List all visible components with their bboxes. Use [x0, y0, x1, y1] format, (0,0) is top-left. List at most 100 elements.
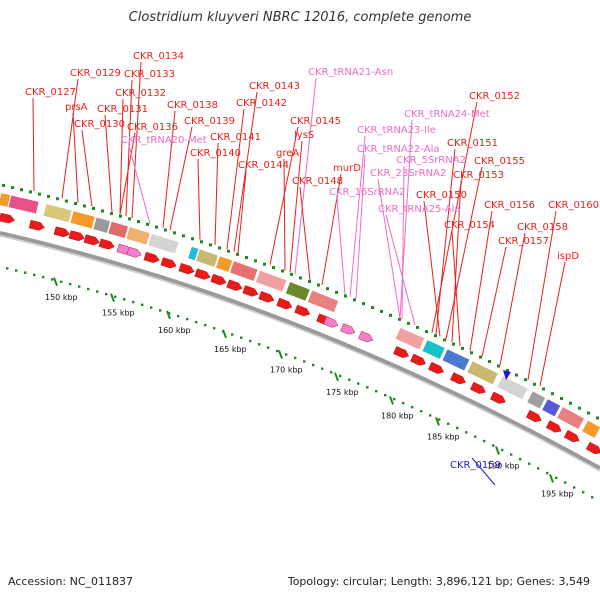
cog-box — [422, 340, 445, 359]
gc-dot — [542, 387, 545, 391]
gene-label[interactable]: CKR_0158 — [517, 222, 568, 233]
gene-label[interactable]: CKR_0138 — [167, 100, 218, 111]
gene-label[interactable]: ispD — [557, 251, 579, 262]
cog-color-track — [0, 193, 600, 438]
gene-label[interactable]: CKR_0129 — [70, 68, 121, 79]
gene-label[interactable]: greA — [276, 148, 299, 159]
gene-label[interactable]: CKR_0127 — [25, 87, 76, 98]
gene-label[interactable]: prsA — [65, 102, 88, 113]
scale-dot — [6, 267, 9, 270]
gene-label[interactable]: CKR_0143 — [249, 81, 300, 92]
gc-dot — [587, 411, 590, 415]
leader-line — [32, 97, 35, 192]
gene-label[interactable]: CKR_0130 — [74, 119, 125, 130]
gc-dot — [65, 199, 68, 203]
scale-dot — [321, 367, 324, 370]
gene-label[interactable]: CKR_0133 — [124, 69, 175, 80]
leader-line — [471, 457, 496, 486]
gc-dot — [479, 355, 482, 359]
gene-label[interactable]: CKR_0136 — [127, 122, 178, 133]
gc-dot — [11, 186, 14, 190]
scale-dot — [78, 285, 81, 288]
cog-box — [70, 211, 95, 229]
scale-dot — [546, 471, 549, 475]
gene-label[interactable]: CKR_0160 — [548, 200, 599, 211]
gc-dot — [146, 222, 149, 226]
cog-box — [497, 376, 528, 400]
gene-arrow — [178, 263, 195, 275]
gene-label[interactable]: CKR_16SrRNA2 — [329, 187, 405, 198]
gene-label[interactable]: CKR_0141 — [210, 132, 261, 143]
scale-dot — [276, 349, 279, 353]
gene-arrow — [160, 257, 177, 269]
gene-label[interactable]: CKR_0153 — [453, 170, 504, 181]
gene-label[interactable]: CKR_0148 — [292, 176, 343, 187]
gene-arrow — [226, 279, 243, 291]
gc-dot — [398, 317, 401, 321]
gene-label[interactable]: CKR_0156 — [484, 200, 535, 211]
gene-label[interactable]: CKR_0154 — [444, 220, 495, 231]
gene-label[interactable]: CKR_0140 — [190, 148, 241, 159]
gene-label[interactable]: CKR_0150 — [416, 190, 467, 201]
gene-arrow — [323, 316, 339, 328]
scale-tick-label: 150 kbp — [45, 293, 78, 302]
gene-label[interactable]: murD — [333, 163, 361, 174]
gene-label[interactable]: CKR_23SrRNA2 — [370, 168, 446, 179]
gene-label[interactable]: CKR_0152 — [469, 91, 520, 102]
scale-dot — [114, 295, 117, 298]
gc-dot — [299, 276, 302, 280]
gene-label[interactable]: CKR_tRNA20-Met — [121, 135, 207, 146]
gene-label[interactable]: CKR_0139 — [184, 116, 235, 127]
leader-line — [377, 178, 401, 319]
gene-label[interactable]: CKR_0132 — [115, 88, 166, 99]
gene-arrow — [294, 304, 311, 317]
leader-line — [435, 148, 456, 335]
gene-label[interactable]: CKR_0151 — [447, 138, 498, 149]
gc-dot — [209, 243, 212, 247]
gene-label[interactable]: CKR_5SrRNA2 — [396, 155, 466, 166]
gene-arrow — [428, 361, 444, 374]
leader-line — [431, 101, 478, 333]
gene-arrow-track[interactable] — [0, 212, 600, 456]
scale-tick-label: 185 kbp — [427, 432, 460, 441]
scale-dot — [429, 414, 432, 417]
scale-dot — [24, 271, 27, 274]
gc-dot — [83, 204, 86, 208]
gc-dot — [353, 298, 356, 302]
gene-arrow — [276, 297, 293, 310]
scale-dot — [375, 390, 378, 393]
leader-line — [61, 78, 79, 199]
scale-dot — [465, 431, 468, 434]
gene-label[interactable]: CKR_0144 — [238, 160, 289, 171]
gene-label[interactable]: CKR_0134 — [133, 51, 184, 62]
gc-dot-track — [2, 183, 599, 420]
gene-label[interactable]: CKR_0142 — [236, 98, 287, 109]
gene-arrow — [28, 219, 45, 231]
gene-label[interactable]: CKR_0155 — [474, 156, 525, 167]
leader-line — [481, 246, 507, 357]
gene-label[interactable]: CKR_0145 — [290, 116, 341, 127]
gc-dot — [272, 266, 275, 270]
gene-label[interactable]: CKR_tRNA24-Met — [404, 109, 490, 120]
gene-label[interactable]: CKR_0131 — [97, 104, 148, 115]
leader-line — [336, 197, 346, 295]
gene-label[interactable]: CKR_tRNA22-Ala — [357, 144, 440, 155]
gc-dot — [362, 302, 365, 306]
scale-dot — [258, 343, 261, 346]
gene-label[interactable]: CKR_0157 — [498, 236, 549, 247]
gene-label[interactable]: CKR_tRNA25-Ala — [378, 204, 461, 215]
scale-tick-label: 170 kbp — [270, 365, 303, 374]
gene-arrow — [210, 273, 227, 286]
gc-dot — [317, 283, 320, 287]
gene-arrow — [53, 226, 70, 238]
gene-label[interactable]: lysS — [294, 130, 314, 141]
gene-label-layer[interactable]: CKR_0127 CKR_0129 prsA CKR_0130 CKR_0131 CKR_… — [25, 51, 599, 471]
cog-box — [0, 193, 11, 207]
gene-label[interactable]: CKR_tRNA23-Ile — [357, 125, 436, 136]
gene-label[interactable]: CKR_tRNA21-Asn — [308, 67, 393, 78]
scale-dot — [339, 374, 342, 378]
gc-dot — [182, 234, 185, 238]
gene-label[interactable]: CKR_0159 — [450, 460, 501, 471]
gc-dot — [173, 231, 176, 235]
